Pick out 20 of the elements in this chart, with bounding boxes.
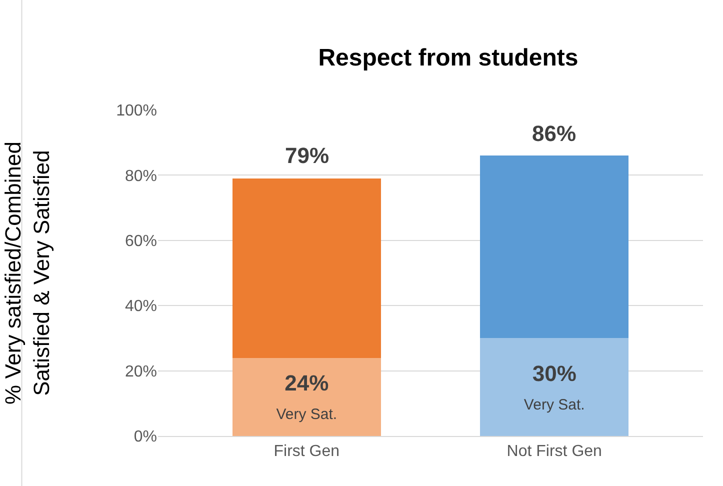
x-tick-label: First Gen [274, 443, 340, 460]
y-tick-label: 60% [124, 233, 157, 250]
data-label: 24% [284, 370, 329, 396]
bar [232, 358, 381, 436]
y-tick-label: 100% [116, 102, 157, 120]
annotation: Very Sat. [524, 396, 585, 414]
bar [232, 178, 381, 358]
y-axis-title: % Very satisfied/Combined Satisfied & Very Satisfied [0, 142, 54, 404]
y-tick-label: 80% [124, 168, 157, 185]
x-tick-label: Not First Gen [506, 443, 602, 460]
total-label: 86% [532, 121, 576, 146]
chart-title: Respect from students [318, 44, 578, 72]
y-tick-label: 0% [134, 428, 157, 446]
annotation: Very Sat. [276, 406, 338, 424]
bar [480, 156, 629, 338]
total-label: 79% [285, 143, 330, 168]
data-label: 30% [532, 360, 576, 386]
y-tick-label: 40% [124, 298, 157, 316]
y-tick-label: 20% [124, 363, 157, 380]
bar [480, 338, 629, 436]
